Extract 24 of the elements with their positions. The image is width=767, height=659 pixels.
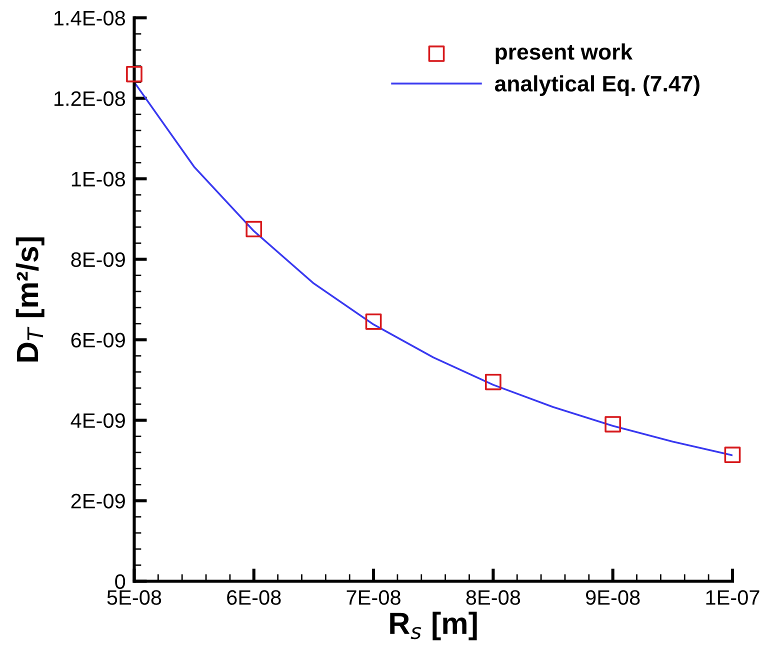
point	[126, 66, 142, 82]
point	[246, 220, 262, 238]
y-tick-label: 6E-09	[71, 332, 125, 348]
x-axis-title: R$_{s}$ [m]	[390, 612, 477, 640]
y-tick-label: 1E-08	[72, 172, 125, 187]
y-tick-label: 1.4E-08	[54, 10, 125, 26]
y-axis-title: D$_{T}$ [m²/s]	[16, 237, 44, 362]
y-tick-label: 8E-09	[71, 252, 125, 268]
legend-label: present work	[496, 43, 633, 64]
x-tick-label: 1E-07	[706, 590, 760, 605]
point	[604, 416, 622, 432]
x-tick-label: 6E-08	[227, 590, 281, 605]
y-tick-label: 1.2E-08	[54, 91, 125, 106]
point	[724, 446, 741, 464]
y-tick-label: 0	[115, 574, 126, 589]
legend-label: analytical Eq. (7.47)	[494, 75, 700, 96]
x-tick-label: 7E-08	[346, 590, 400, 605]
y-tick-label: 2E-09	[71, 494, 125, 508]
x-tick-label: 5E-08	[107, 590, 162, 605]
point	[365, 313, 382, 330]
x-tick-label: 8E-08	[466, 590, 520, 605]
x-tick-label: 9E-08	[586, 590, 640, 605]
y-tick-label: 4E-09	[70, 413, 125, 428]
point	[484, 374, 502, 390]
